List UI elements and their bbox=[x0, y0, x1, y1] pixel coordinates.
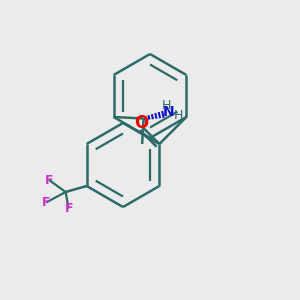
Text: O: O bbox=[134, 114, 148, 132]
Text: F: F bbox=[64, 202, 73, 215]
Text: H: H bbox=[161, 99, 171, 112]
Text: H: H bbox=[173, 109, 183, 122]
Text: F: F bbox=[42, 196, 50, 209]
Text: F: F bbox=[45, 173, 53, 187]
Text: N: N bbox=[163, 106, 174, 119]
